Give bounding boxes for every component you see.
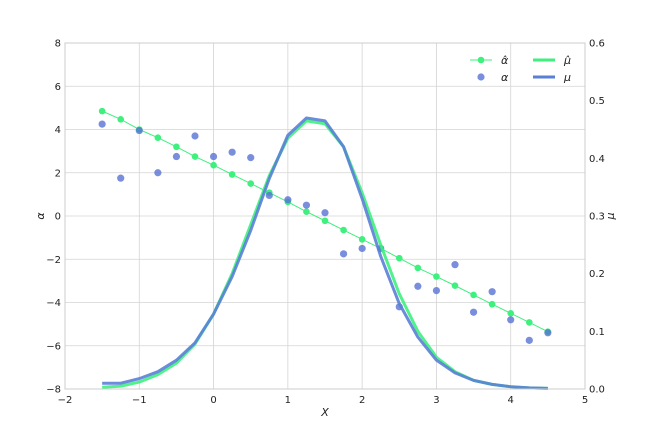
data-point — [469, 308, 478, 316]
data-point — [488, 300, 496, 308]
data-point — [321, 209, 329, 217]
data-point — [191, 132, 199, 140]
series-1 — [98, 120, 552, 344]
legend-label: α — [501, 71, 509, 84]
data-point — [340, 226, 347, 234]
legend-label: μ̂ — [563, 54, 571, 67]
x-tick-label: −2 — [58, 395, 73, 406]
data-point — [117, 174, 125, 182]
x-tick-label: 1 — [285, 395, 291, 406]
x-tick-labels: −2 −1 0 1 2 3 4 5 — [58, 395, 589, 406]
legend-marker — [477, 73, 485, 81]
y-left-tick-label: 4 — [55, 125, 61, 136]
data-point — [228, 148, 236, 156]
y-right-tick-label: 0.1 — [589, 327, 605, 338]
y-left-axis-label: α — [34, 212, 47, 220]
data-point — [154, 169, 162, 177]
data-point — [507, 310, 515, 317]
x-tick-label: 5 — [582, 395, 588, 406]
data-point — [172, 152, 181, 161]
y-left-tick-label: 0 — [55, 212, 61, 223]
y-left-tick-label: 6 — [55, 82, 61, 93]
y-right-tick-label: 0.3 — [589, 212, 605, 223]
data-point — [470, 291, 477, 299]
data-point — [432, 287, 441, 295]
y-left-tick-label: 2 — [55, 168, 61, 179]
y-right-tick-label: 0.5 — [589, 96, 605, 107]
data-point — [228, 171, 236, 178]
data-point — [98, 120, 106, 128]
data-point — [395, 254, 403, 262]
y-left-tick-label: −8 — [46, 385, 61, 396]
data-point — [321, 217, 329, 225]
y-left-tick-label: −4 — [46, 298, 61, 309]
series-line — [102, 116, 548, 390]
data-point — [302, 201, 311, 209]
data-point — [358, 236, 366, 243]
x-tick-label: 4 — [508, 395, 514, 406]
y-left-tick-label: 8 — [55, 39, 61, 50]
x-tick-label: −1 — [132, 395, 147, 406]
y-left-tick-label: −6 — [46, 341, 61, 352]
y-right-tick-label: 0.2 — [589, 269, 605, 280]
data-point — [303, 208, 310, 215]
data-point — [339, 250, 348, 258]
x-tick-label: 0 — [210, 395, 216, 406]
data-point — [135, 126, 143, 135]
legend: α̂ α μ̂ μ — [470, 54, 571, 84]
y-right-tick-label: 0.0 — [589, 385, 605, 396]
plot-frame — [64, 42, 586, 390]
data-point — [507, 316, 515, 324]
y-right-tick-labels: 0.0 0.1 0.2 0.3 0.4 0.5 0.6 — [589, 39, 605, 396]
data-point — [525, 336, 533, 344]
data-point — [544, 329, 552, 337]
data-point — [433, 273, 440, 280]
data-point — [117, 116, 125, 123]
data-point — [154, 134, 162, 142]
legend-label: α̂ — [501, 54, 509, 67]
data-point — [173, 143, 180, 151]
data-point — [247, 180, 255, 187]
data-point — [247, 154, 255, 162]
data-point — [191, 153, 199, 160]
y-right-axis-label: μ — [604, 213, 617, 221]
data-point — [451, 261, 459, 269]
legend-item: α — [477, 71, 509, 84]
x-tick-label: 3 — [433, 395, 439, 406]
y-right-tick-label: 0.6 — [589, 39, 605, 50]
data-point — [525, 319, 533, 326]
series-layer — [98, 107, 552, 390]
legend-item: μ — [533, 71, 571, 84]
legend-label: μ — [563, 71, 571, 84]
data-point — [210, 161, 217, 169]
legend-marker — [477, 56, 485, 64]
series-3 — [102, 116, 548, 390]
data-point — [358, 244, 366, 253]
data-point — [451, 282, 459, 289]
y-left-tick-label: −2 — [46, 255, 61, 266]
data-point — [265, 191, 273, 200]
data-point — [209, 152, 218, 161]
x-axis-label: X — [320, 406, 329, 419]
legend-item: α̂ — [470, 54, 509, 67]
x-tick-label: 2 — [359, 395, 365, 406]
y-left-tick-labels: −8 −6 −4 −2 0 2 4 6 8 — [46, 39, 61, 396]
y-right-tick-label: 0.4 — [589, 154, 605, 165]
legend-item: μ̂ — [533, 54, 571, 67]
data-point — [98, 107, 106, 115]
data-point — [284, 196, 292, 204]
data-point — [488, 288, 496, 296]
data-point — [414, 264, 422, 272]
data-point — [414, 282, 422, 290]
